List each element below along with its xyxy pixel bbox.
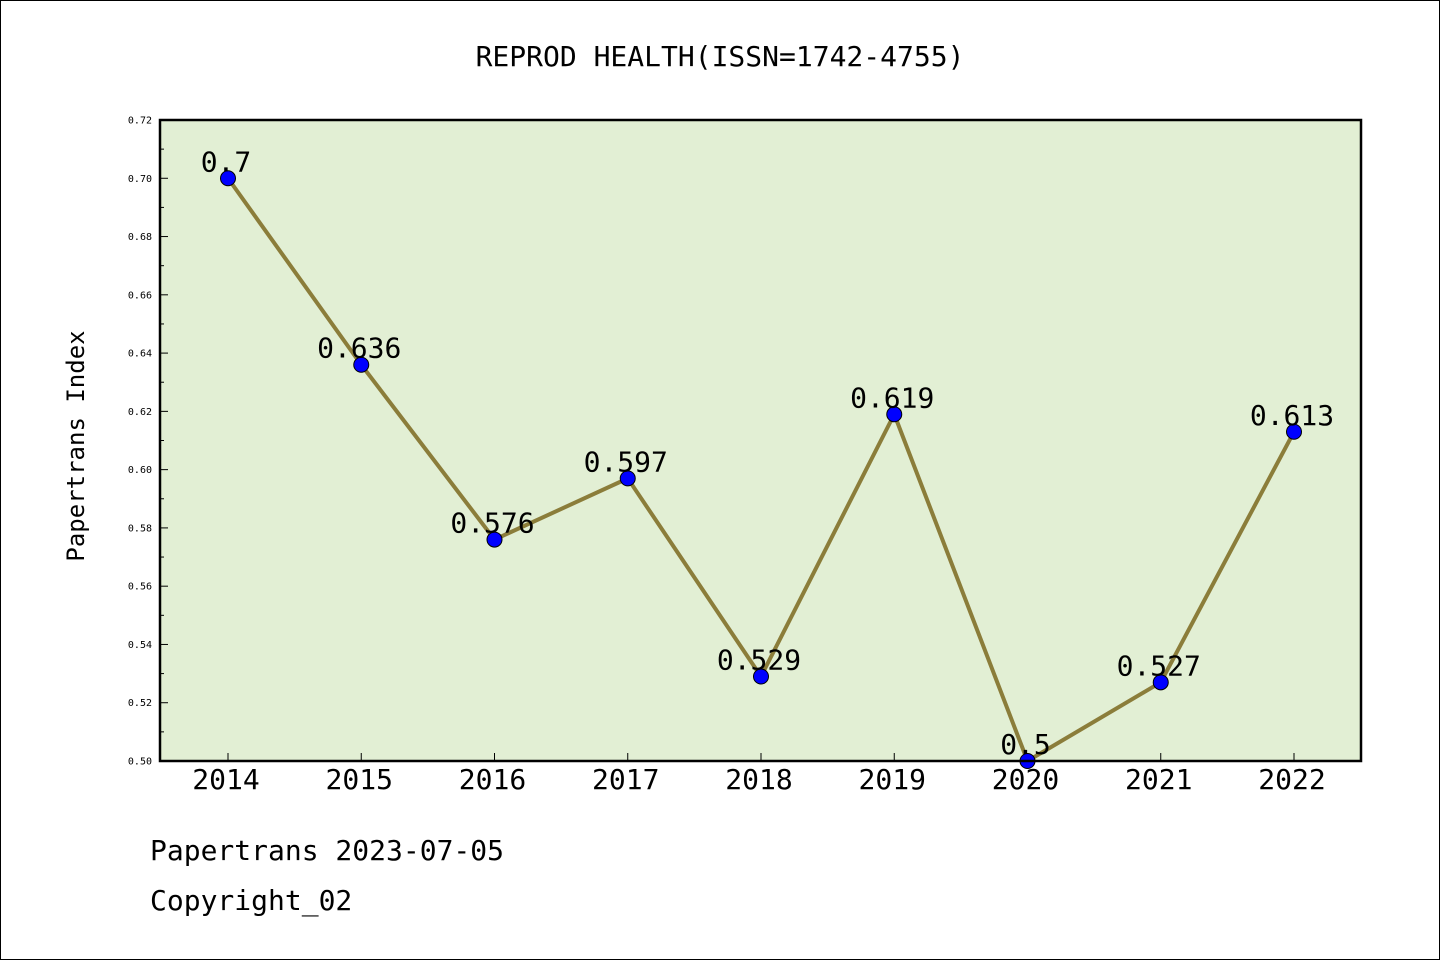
data-point [353, 356, 370, 373]
y-tick-label: 0.50 [128, 757, 152, 768]
data-label: 0.597 [584, 445, 668, 478]
x-tick-label: 2022 [1258, 763, 1325, 796]
series-layer [220, 170, 1302, 769]
plot-area [160, 120, 1361, 761]
y-tick-label: 0.56 [128, 582, 152, 593]
data-point [886, 406, 903, 423]
y-tick-label: 0.64 [128, 349, 152, 360]
data-label: 0.636 [317, 332, 401, 365]
data-labels: 0.7 0.636 0.576 0.597 0.529 0.619 0.5 0.527 0.61… [201, 145, 1334, 761]
x-tick-label: 2018 [725, 763, 792, 796]
axis-ticks: 0.50 0.52 0.54 0.56 0.58 0.60 0.62 0.64 0.66 0.68… [128, 116, 1326, 797]
y-tick-label: 0.70 [128, 174, 152, 185]
data-point [619, 470, 636, 487]
footer-copyright: Copyright_02 [150, 884, 353, 917]
x-tick-label: 2014 [192, 763, 259, 796]
y-tick-label: 0.66 [128, 290, 152, 301]
x-tick-label: 2016 [459, 763, 526, 796]
y-tick-label: 0.68 [128, 232, 152, 243]
y-tick-label: 0.72 [128, 116, 152, 127]
data-label: 0.619 [850, 381, 934, 414]
data-point [486, 531, 503, 548]
x-tick-label: 2017 [592, 763, 659, 796]
y-tick-label: 0.62 [128, 407, 152, 418]
x-tick-label: 2021 [1125, 763, 1192, 796]
footer-date: Papertrans 2023-07-05 [150, 834, 505, 867]
data-label: 0.5 [1000, 728, 1051, 761]
y-tick-label: 0.58 [128, 523, 152, 534]
y-tick-label: 0.60 [128, 465, 152, 476]
chart-title: REPROD HEALTH(ISSN=1742-4755) [476, 40, 965, 73]
data-label: 0.7 [201, 145, 252, 178]
data-point [753, 668, 769, 685]
plot-border [158, 118, 1363, 763]
y-axis-label: Papertrans Index [62, 330, 90, 561]
data-point [1152, 674, 1169, 691]
data-label: 0.527 [1117, 649, 1201, 682]
data-label: 0.576 [450, 507, 534, 540]
data-label: 0.613 [1250, 399, 1334, 432]
data-label: 0.529 [717, 644, 801, 677]
x-tick-label: 2015 [326, 763, 393, 796]
y-tick-label: 0.52 [128, 698, 152, 709]
x-tick-label: 2019 [859, 763, 926, 796]
data-point [220, 170, 236, 187]
y-tick-label: 0.54 [128, 640, 152, 651]
data-point [1286, 423, 1302, 440]
